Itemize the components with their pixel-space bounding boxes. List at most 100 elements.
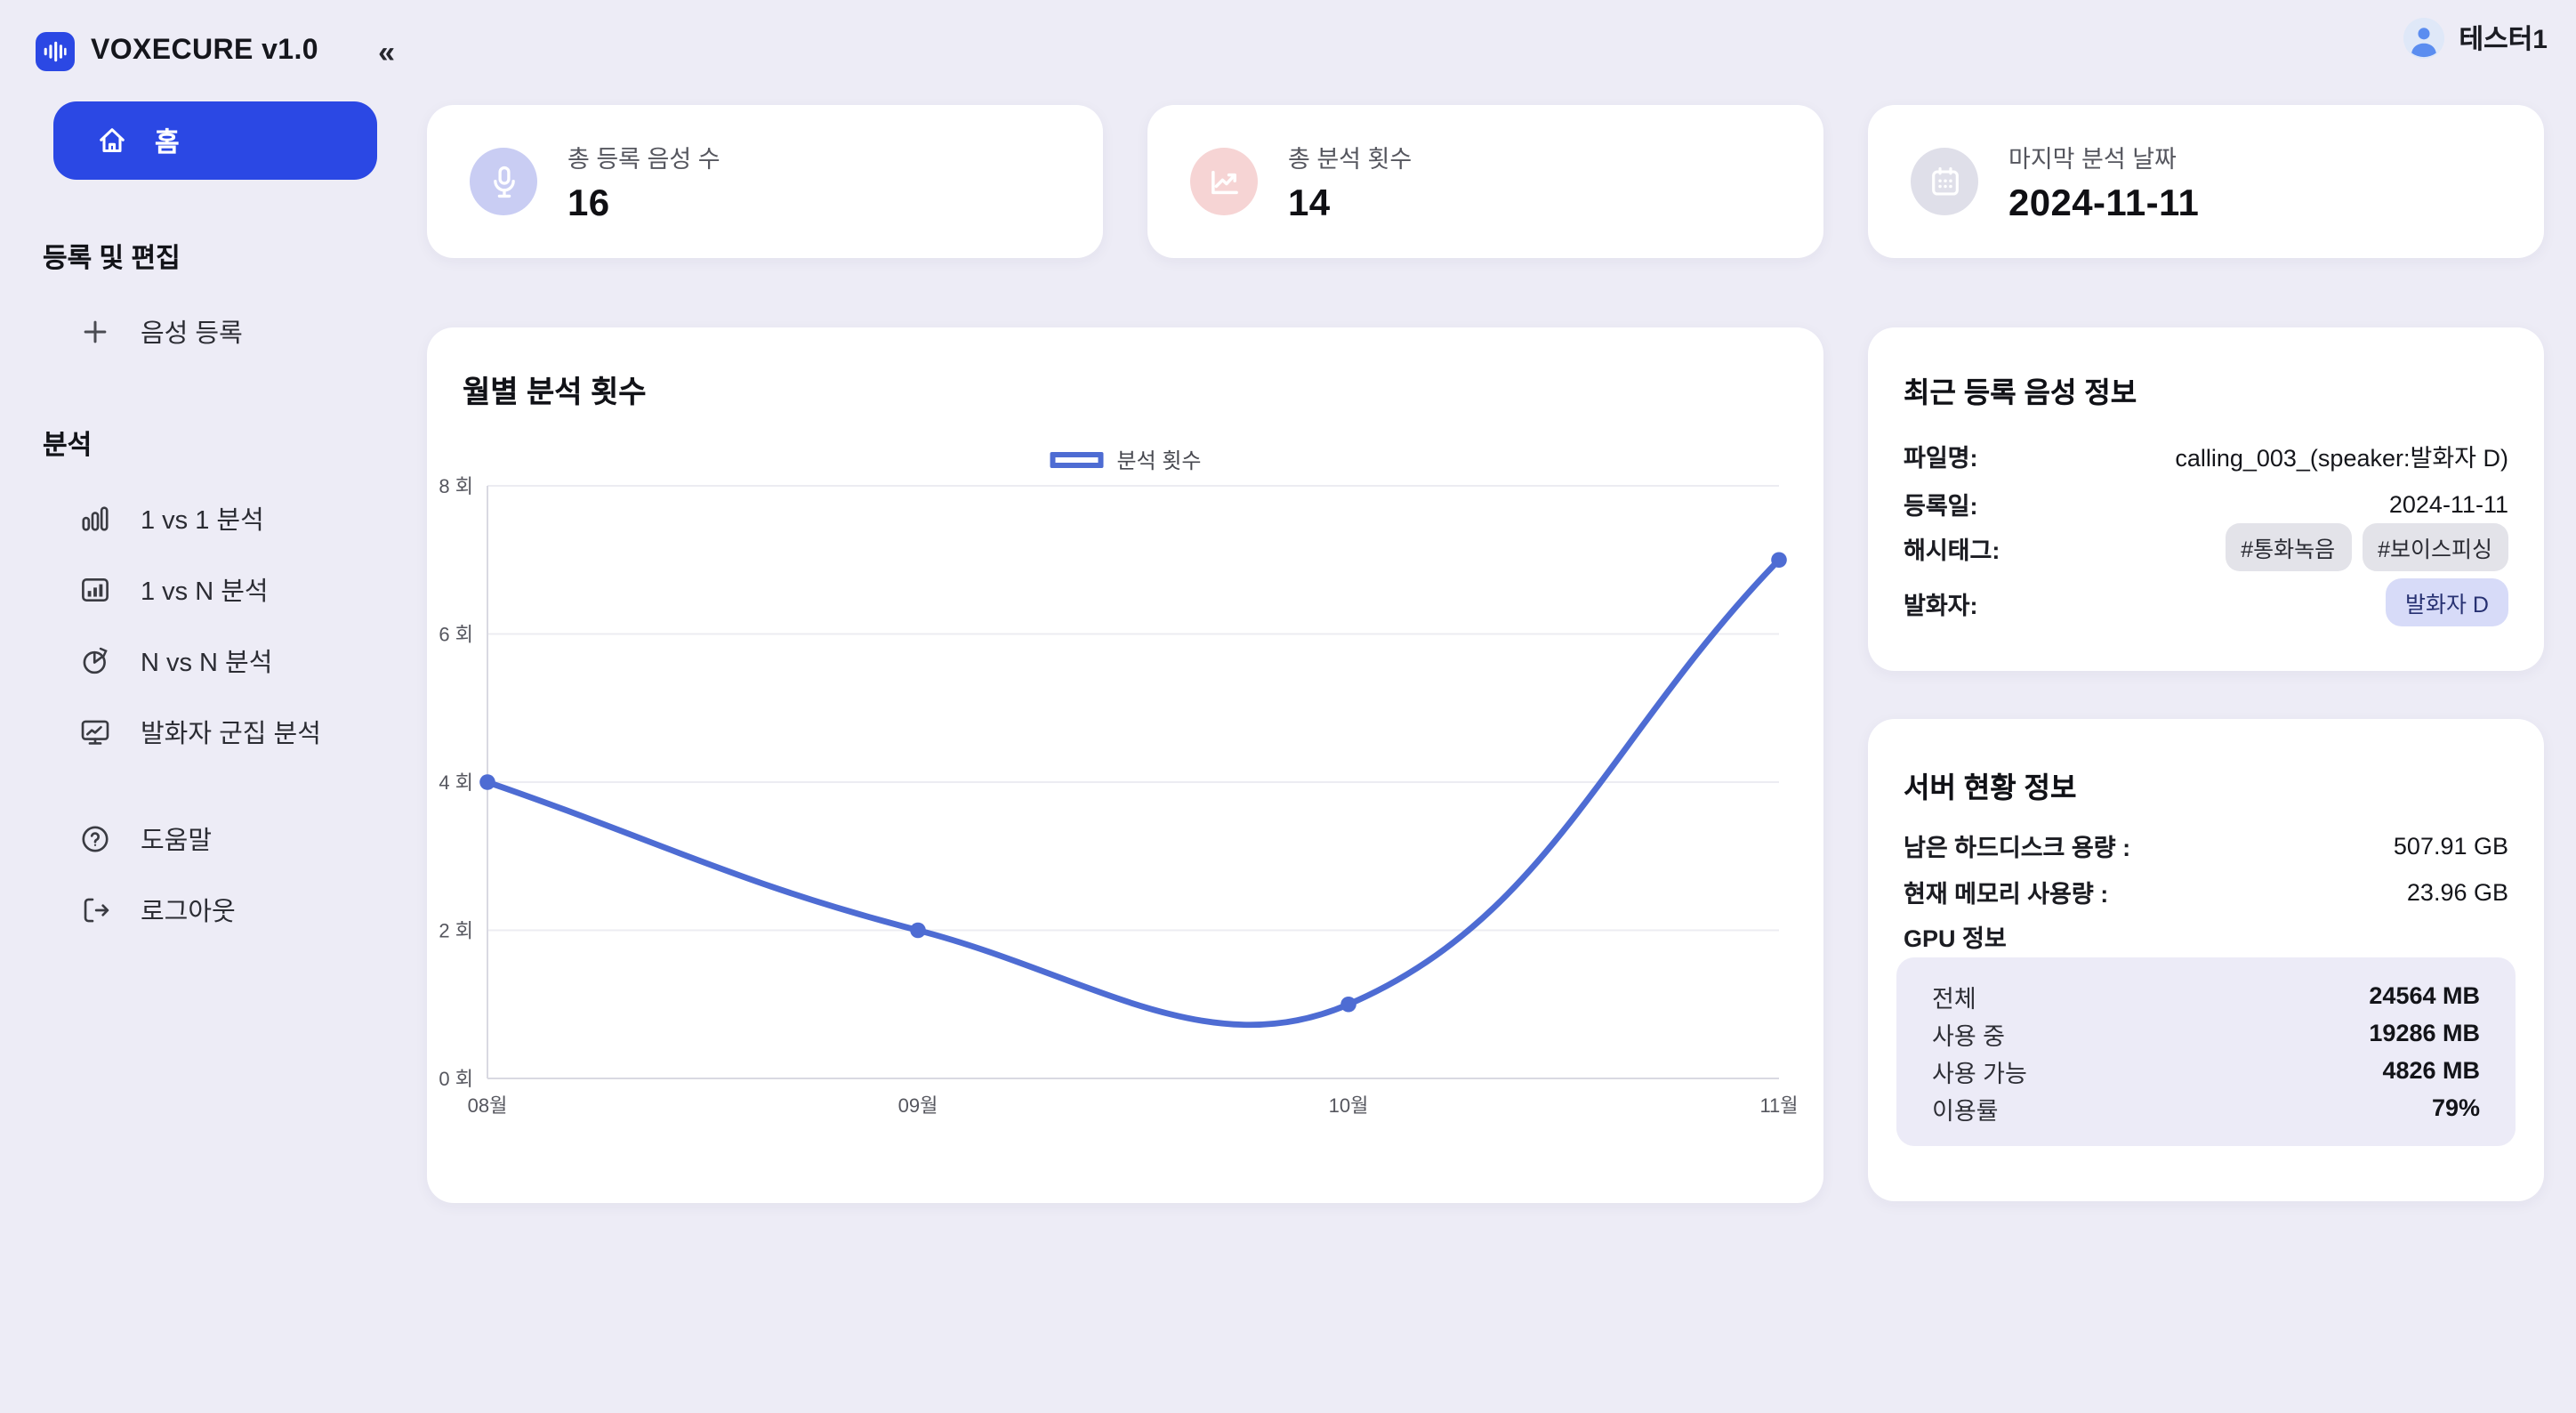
calendar-icon — [1911, 148, 1978, 215]
sidebar-item-label: 1 vs 1 분석 — [141, 506, 264, 535]
sidebar-item-label: 1 vs N 분석 — [141, 577, 269, 606]
stat-value: 14 — [1288, 182, 1331, 223]
stat-card-last-analysis-date: 마지막 분석 날짜 2024-11-11 — [1868, 105, 2544, 258]
sidebar-section-register-edit: 등록 및 편집 — [43, 244, 181, 274]
speaker-badge: 발화자 D — [2385, 578, 2508, 626]
monitor-chart-icon — [80, 716, 110, 747]
sidebar-section-analysis: 분석 — [43, 431, 93, 461]
filename-row: 파일명: calling_003_(speaker:발화자 D) — [1904, 438, 2508, 473]
gpu-total-label: 전체 — [1932, 985, 1976, 1012]
gpu-used-row: 사용 중 19286 MB — [1932, 1014, 2480, 1052]
memory-label: 현재 메모리 사용량 : — [1904, 881, 2109, 908]
svg-text:08월: 08월 — [468, 1094, 508, 1117]
stat-label: 마지막 분석 날짜 — [2008, 145, 2177, 172]
hashtag-pill: #보이스피싱 — [2362, 523, 2508, 571]
voxecure-logo-icon — [36, 32, 75, 71]
disk-label: 남은 하드디스크 용량 : — [1904, 835, 2131, 861]
gpu-info-box: 전체 24564 MB 사용 중 19286 MB 사용 가능 4826 MB … — [1896, 957, 2516, 1146]
server-status-title: 서버 현황 정보 — [1904, 774, 2077, 804]
user-name: 테스터1 — [2459, 25, 2548, 55]
user-avatar[interactable] — [2403, 18, 2445, 59]
legend-swatch — [1049, 452, 1103, 468]
register-date-value: 2024-11-11 — [2388, 490, 2508, 517]
server-status-card: 서버 현황 정보 남은 하드디스크 용량 : 507.91 GB 현재 메모리 … — [1868, 719, 2544, 1201]
bar-chart-icon — [80, 503, 110, 533]
speaker-row: 발화자: 발화자 D — [1904, 578, 2508, 626]
recent-voice-info-card: 최근 등록 음성 정보 파일명: calling_003_(speaker:발화… — [1868, 327, 2544, 671]
gpu-free-value: 4826 MB — [2382, 1057, 2480, 1084]
sidebar-item-1vs1-analysis[interactable]: 1 vs 1 분석 — [0, 482, 427, 553]
trend-up-icon — [1190, 148, 1258, 215]
svg-text:4 회: 4 회 — [439, 771, 473, 794]
sidebar-item-label: 도움말 — [141, 827, 213, 855]
speaker-label: 발화자: — [1904, 592, 1978, 618]
home-icon — [96, 125, 128, 157]
filename-value: calling_003_(speaker:발화자 D) — [2175, 445, 2508, 472]
gpu-usage-label: 이용률 — [1932, 1097, 1999, 1124]
gpu-info-title: GPU 정보 — [1904, 925, 2007, 952]
stat-label: 총 분석 횟수 — [1288, 145, 1413, 172]
chart-frame-icon — [80, 574, 110, 604]
gpu-usage-row: 이용률 79% — [1932, 1089, 2480, 1126]
logout-icon — [80, 894, 110, 925]
recent-voice-title: 최근 등록 음성 정보 — [1904, 379, 2137, 409]
hashtag-pill: #통화녹음 — [2225, 523, 2352, 571]
hashtag-row: 해시태그: #통화녹음 #보이스피싱 — [1904, 523, 2508, 571]
gpu-free-label: 사용 가능 — [1932, 1060, 2027, 1086]
sidebar-item-voice-register[interactable]: 음성 등록 — [0, 295, 427, 367]
sidebar-item-1vsN-analysis[interactable]: 1 vs N 분석 — [0, 553, 427, 625]
memory-row: 현재 메모리 사용량 : 23.96 GB — [1904, 874, 2508, 909]
sidebar-item-NvsN-analysis[interactable]: N vs N 분석 — [0, 625, 427, 696]
gpu-free-row: 사용 가능 4826 MB — [1932, 1052, 2480, 1089]
monthly-analysis-line-chart: 0 회 2 회 4 회 6 회 8 회 08월 09월 10월 11월 — [439, 475, 1798, 1117]
mic-icon — [470, 148, 537, 215]
gpu-used-label: 사용 중 — [1932, 1022, 2006, 1049]
sidebar-collapse-button[interactable]: « — [378, 35, 395, 69]
sidebar: VOXECURE v1.0 « 홈 등록 및 편집 음성 등록 분석 — [0, 0, 427, 1413]
app-title: VOXECURE v1.0 — [91, 36, 318, 66]
svg-text:11월: 11월 — [1759, 1094, 1798, 1117]
hashtag-tags: #통화녹음 #보이스피싱 — [2225, 523, 2508, 571]
topbar: 테스터1 — [2403, 18, 2548, 59]
pie-chart-icon — [80, 645, 110, 675]
stat-value: 2024-11-11 — [2008, 182, 2200, 223]
chart-legend[interactable]: 분석 횟수 — [1049, 445, 1202, 475]
gpu-total-value: 24564 MB — [2369, 982, 2480, 1009]
logo-row: VOXECURE v1.0 « — [0, 0, 427, 75]
stat-label: 총 등록 음성 수 — [568, 145, 720, 172]
gpu-usage-value: 79% — [2431, 1094, 2480, 1121]
disk-value: 507.91 GB — [2393, 832, 2508, 859]
filename-label: 파일명: — [1904, 445, 1978, 472]
sidebar-item-speaker-cluster-analysis[interactable]: 발화자 군집 분석 — [0, 696, 427, 767]
sidebar-item-label: 로그아웃 — [141, 898, 236, 926]
gpu-total-row: 전체 24564 MB — [1932, 977, 2480, 1014]
svg-text:6 회: 6 회 — [439, 624, 473, 646]
gpu-used-value: 19286 MB — [2369, 1020, 2480, 1046]
stat-card-total-analyses: 총 분석 횟수 14 — [1147, 105, 1823, 258]
help-icon — [80, 823, 110, 853]
register-date-row: 등록일: 2024-11-11 — [1904, 486, 2508, 521]
svg-text:10월: 10월 — [1329, 1094, 1369, 1117]
register-date-label: 등록일: — [1904, 493, 1978, 520]
sidebar-item-label: 발화자 군집 분석 — [141, 720, 321, 748]
sidebar-item-help[interactable]: 도움말 — [0, 803, 427, 874]
svg-text:09월: 09월 — [898, 1094, 938, 1117]
monthly-analysis-chart-card: 월별 분석 횟수 분석 횟수 0 회 2 회 4 회 6 회 8 회 08월 09월 10월 1… — [427, 327, 1823, 1203]
memory-value: 23.96 GB — [2406, 878, 2508, 905]
legend-label: 분석 횟수 — [1116, 448, 1202, 473]
stat-value: 16 — [568, 182, 610, 223]
sidebar-item-label: 음성 등록 — [141, 319, 243, 348]
plus-icon — [80, 316, 110, 346]
stat-card-total-voices: 총 등록 음성 수 16 — [427, 105, 1103, 258]
svg-text:8 회: 8 회 — [439, 475, 473, 497]
disk-row: 남은 하드디스크 용량 : 507.91 GB — [1904, 828, 2508, 863]
sidebar-item-label: N vs N 분석 — [141, 649, 273, 677]
svg-text:2 회: 2 회 — [439, 920, 473, 942]
sidebar-item-home[interactable]: 홈 — [53, 101, 377, 180]
chart-title: 월별 분석 횟수 — [463, 375, 647, 409]
svg-text:0 회: 0 회 — [439, 1068, 473, 1090]
hashtag-label: 해시태그: — [1904, 537, 2000, 563]
sidebar-home-label: 홈 — [155, 127, 180, 157]
sidebar-item-logout[interactable]: 로그아웃 — [0, 874, 427, 945]
